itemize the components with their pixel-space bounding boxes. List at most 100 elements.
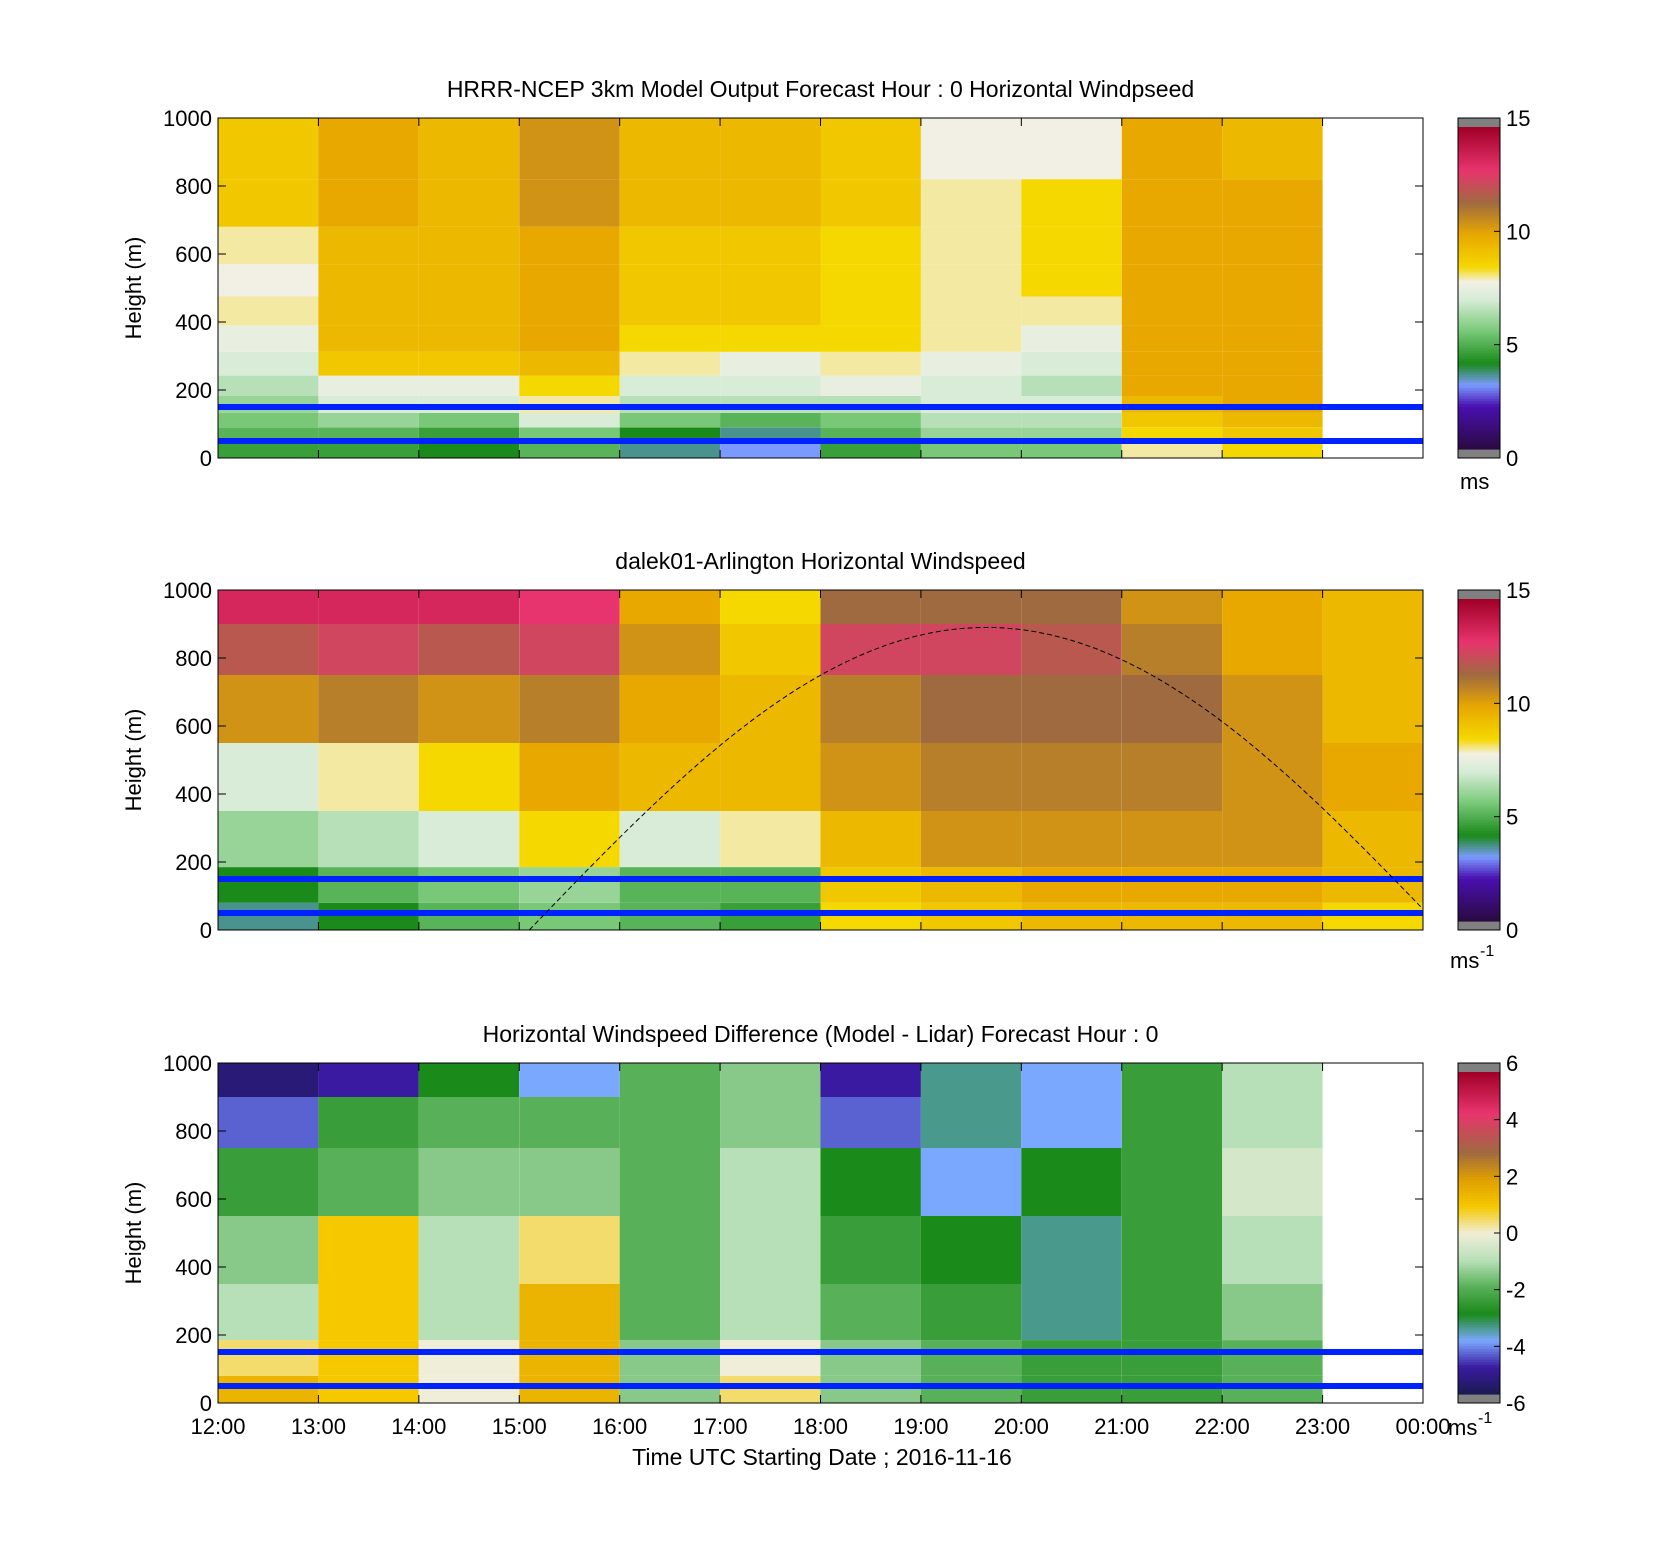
- colorbar-segment: [1458, 625, 1500, 630]
- heatmap-cell: [820, 375, 921, 396]
- colorbar-segment: [1458, 1117, 1500, 1121]
- colorbar-segment: [1458, 853, 1500, 858]
- heatmap-cell: [720, 1216, 821, 1284]
- colorbar-segment: [1458, 698, 1500, 702]
- colorbar-segment: [1458, 768, 1500, 772]
- colorbar-segment: [1458, 330, 1500, 335]
- colorbar-tick-label: 2: [1506, 1164, 1518, 1189]
- heatmap-cell: [920, 1375, 1022, 1403]
- heatmap-cell: [1021, 264, 1122, 297]
- colorbar-segment: [1458, 371, 1500, 375]
- heatmap-cell: [1121, 412, 1223, 428]
- colorbar-segment: [1458, 194, 1500, 198]
- colorbar-segment: [1458, 196, 1500, 201]
- colorbar-cap: [1458, 449, 1500, 458]
- colorbar-segment: [1458, 1383, 1500, 1387]
- heatmap-cell: [1222, 412, 1323, 428]
- heatmap-cell: [720, 351, 821, 376]
- colorbar-segment: [1458, 1313, 1500, 1317]
- heatmap-cell: [1222, 264, 1323, 297]
- heatmap-cell: [218, 1340, 319, 1376]
- colorbar-segment: [1458, 1104, 1500, 1108]
- colorbar-segment: [1458, 1096, 1500, 1100]
- colorbar-segment: [1458, 1359, 1500, 1363]
- colorbar-tick-label: -2: [1506, 1278, 1526, 1303]
- heatmap-cell: [418, 427, 520, 441]
- heatmap-cell: [519, 118, 620, 180]
- colorbar-segment: [1458, 1267, 1500, 1272]
- heatmap-cell: [1121, 264, 1223, 297]
- colorbar-segment: [1458, 183, 1500, 187]
- colorbar-segment: [1458, 1318, 1500, 1323]
- colorbar-segment: [1458, 226, 1500, 230]
- heatmap-cell: [619, 226, 721, 265]
- heatmap-cell: [318, 427, 419, 441]
- colorbar-tick-label: 15: [1506, 578, 1530, 603]
- colorbar-segment: [1458, 357, 1500, 362]
- colorbar-segment: [1458, 682, 1500, 686]
- heatmap-cell: [720, 375, 821, 396]
- colorbar-segment: [1458, 164, 1500, 168]
- heatmap-cell: [318, 264, 419, 297]
- colorbar-segment: [1458, 649, 1500, 654]
- colorbar-segment: [1458, 813, 1500, 817]
- colorbar-segment: [1458, 137, 1500, 142]
- colorbar-segment: [1458, 1305, 1500, 1309]
- colorbar-segment: [1458, 169, 1500, 174]
- colorbar-segment: [1458, 1281, 1500, 1285]
- heatmap-cell: [619, 441, 721, 458]
- colorbar-segment: [1458, 1380, 1500, 1384]
- colorbar-frame: [1457, 589, 1501, 931]
- colorbar-segment: [1458, 435, 1500, 439]
- colorbar-segment: [1458, 1214, 1500, 1218]
- heatmap-cell: [418, 179, 520, 227]
- heatmap-cell: [519, 1284, 620, 1341]
- heatmap-cell: [218, 264, 319, 297]
- colorbar-segment: [1458, 220, 1500, 225]
- heatmap-cell: [720, 179, 821, 227]
- colorbar-segment: [1458, 1155, 1500, 1159]
- colorbar-segment: [1458, 773, 1500, 777]
- heatmap-cell: [720, 1063, 821, 1097]
- colorbar-tick-label: 0: [1506, 446, 1518, 471]
- heatmap-cell: [820, 325, 921, 352]
- colorbar-segment: [1458, 234, 1500, 238]
- heatmap-cell: [418, 1148, 520, 1216]
- colorbar-segment: [1458, 1334, 1500, 1339]
- heatmap-cell: [619, 811, 721, 868]
- colorbar-segment: [1458, 1369, 1500, 1374]
- y-tick-label: 400: [175, 1255, 212, 1280]
- colorbar-segment: [1458, 255, 1500, 260]
- heatmap-cell: [920, 351, 1022, 376]
- colorbar-segment: [1458, 810, 1500, 815]
- heatmap-cell: [1121, 441, 1223, 458]
- colorbar-segment: [1458, 684, 1500, 689]
- heatmap-cell: [318, 590, 419, 624]
- heatmap-cell: [619, 867, 721, 903]
- colorbar-tick-label: 10: [1506, 691, 1530, 716]
- heatmap-cell: [720, 902, 821, 930]
- heatmap-cell: [1222, 179, 1323, 227]
- colorbar-segment: [1458, 237, 1500, 241]
- heatmap-cell: [920, 590, 1022, 624]
- colorbar-frame: [1457, 117, 1501, 459]
- y-tick-label: 800: [175, 646, 212, 671]
- heatmap-cell: [1021, 412, 1122, 428]
- colorbar-segment: [1458, 424, 1500, 429]
- colorbar-segment: [1458, 306, 1500, 311]
- heatmap-cell: [318, 441, 419, 458]
- heatmap-cell: [1121, 1284, 1223, 1341]
- colorbar-segment: [1458, 398, 1500, 402]
- colorbar-segment: [1458, 1077, 1500, 1081]
- colorbar-segment: [1458, 1356, 1500, 1360]
- colorbar-segment: [1458, 1149, 1500, 1154]
- heatmap-cell: [218, 590, 319, 624]
- heatmap-cell: [820, 226, 921, 265]
- y-tick-label: 800: [175, 174, 212, 199]
- colorbar-segment: [1458, 816, 1500, 820]
- colorbar-tick-label: 6: [1506, 1051, 1518, 1076]
- heatmap-cell: [920, 441, 1022, 458]
- heatmap-cell: [1322, 590, 1423, 624]
- colorbar-segment: [1458, 1329, 1500, 1333]
- colorbar-segment: [1458, 1182, 1500, 1186]
